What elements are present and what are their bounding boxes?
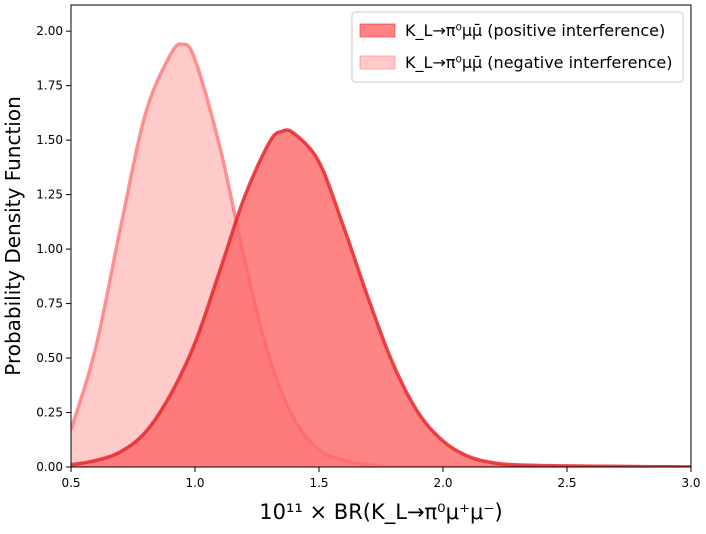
y-tick-label: 0.00 [36, 460, 63, 474]
series-line-positive [71, 128, 691, 467]
y-tick-label: 2.00 [36, 24, 63, 38]
y-tick-label: 1.00 [36, 242, 63, 256]
series-layer [71, 42, 691, 467]
y-tick-label: 1.25 [36, 188, 63, 202]
y-tick-label: 1.50 [36, 133, 63, 147]
y-tick-label: 0.75 [36, 297, 63, 311]
x-tick-label: 1.5 [309, 476, 328, 490]
x-tick-label: 1.0 [185, 476, 204, 490]
x-axis-label: 10¹¹ × BR(K_L→π⁰μ⁺μ⁻) [259, 500, 502, 525]
x-tick-label: 2.0 [433, 476, 452, 490]
y-axis-label: Probability Density Function [1, 96, 25, 376]
legend-frame [351, 11, 684, 83]
plot-frame [70, 4, 692, 468]
legend-swatch-negative [359, 55, 396, 70]
legend-label-positive: K_L→π⁰μμ̄ (positive interference) [405, 21, 665, 41]
legend: K_L→π⁰μμ̄ (positive interference) K_L→π⁰… [351, 11, 684, 83]
x-tick-label: 2.5 [557, 476, 576, 490]
y-tick-label: 0.50 [36, 351, 63, 365]
x-tick-label: 0.5 [61, 476, 80, 490]
series-area-positive [71, 130, 691, 467]
y-tick-label: 1.75 [36, 79, 63, 93]
ticks-layer: 0.5 1.0 1.5 2.0 2.5 3.0 0.00 0.25 0.50 0.75 1.00 1.… [36, 24, 700, 490]
y-tick-label: 0.25 [36, 406, 63, 420]
legend-label-negative: K_L→π⁰μμ̄ (negative interference) [405, 53, 672, 73]
x-tick-label: 3.0 [681, 476, 700, 490]
legend-swatch-positive [359, 23, 396, 38]
